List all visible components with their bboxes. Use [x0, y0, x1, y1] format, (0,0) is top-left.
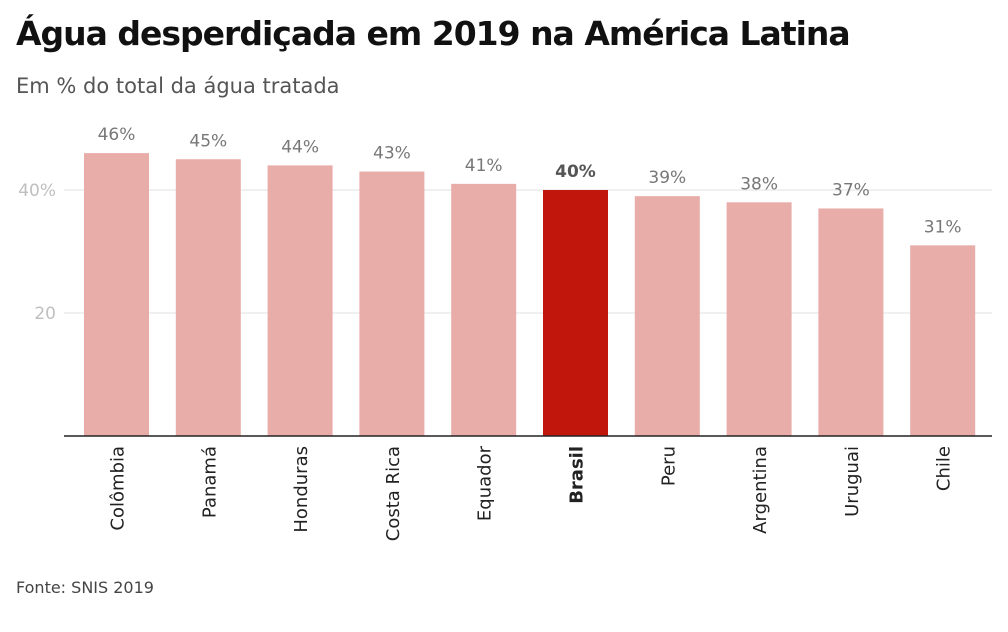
category-label-argentina: Argentina [750, 446, 771, 534]
bar-uruguai [818, 208, 884, 436]
chart-title: Água desperdiçada em 2019 na América Lat… [16, 14, 851, 53]
y-tick-label: 40% [18, 181, 56, 201]
category-label-chile: Chile [934, 446, 955, 491]
value-label-peru: 39% [648, 168, 686, 188]
category-label-peru: Peru [658, 446, 679, 486]
bar-honduras [267, 165, 333, 436]
bar-costa-rica [359, 171, 425, 437]
category-label-uruguai: Uruguai [842, 446, 863, 517]
category-label-colombia: Colômbia [108, 446, 129, 531]
chart-subtitle: Em % do total da água tratada [16, 74, 340, 98]
value-label-chile: 31% [924, 217, 962, 237]
category-label-brasil: Brasil [567, 446, 588, 504]
bar-chile [910, 245, 976, 436]
bar-panama [175, 159, 241, 436]
source-note: Fonte: SNIS 2019 [16, 578, 154, 597]
value-label-costa-rica: 43% [373, 144, 411, 164]
bar-peru [634, 196, 700, 436]
bar-equador [451, 183, 517, 436]
category-label-equador: Equador [475, 445, 496, 521]
category-label-costa-rica: Costa Rica [383, 446, 404, 541]
value-label-equador: 41% [465, 156, 503, 176]
value-label-uruguai: 37% [832, 180, 870, 200]
value-label-brasil: 40% [555, 162, 596, 182]
value-label-panama: 45% [189, 131, 227, 151]
bar-brasil [543, 190, 608, 436]
value-label-honduras: 44% [281, 137, 319, 157]
value-label-argentina: 38% [740, 174, 778, 194]
category-label-panama: Panamá [199, 446, 220, 518]
y-tick-label: 20 [34, 304, 56, 324]
category-label-honduras: Honduras [291, 446, 312, 533]
bar-colombia [84, 153, 149, 436]
value-label-colombia: 46% [98, 125, 136, 145]
bar-argentina [726, 202, 792, 436]
